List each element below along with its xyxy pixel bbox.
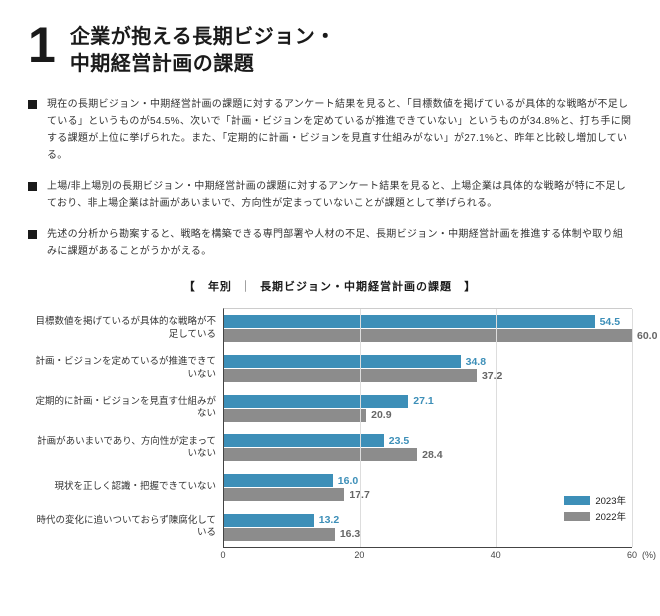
chart-bar-2023: 54.5: [224, 315, 595, 328]
chart-row-label: 計画があいまいであり、方向性が定まっていない: [29, 436, 224, 461]
chart-row: 計画があいまいであり、方向性が定まっていない23.528.4: [29, 428, 632, 468]
chart-title-divider: ｜: [236, 281, 256, 293]
chart-gridline: [632, 309, 633, 547]
chart-row: 定期的に計画・ビジョンを見直す仕組みがない27.120.9: [29, 388, 632, 428]
chart-bar-2022: 20.9: [224, 409, 366, 422]
chart-x-unit: (%): [642, 550, 656, 560]
chart-xtick: 0: [220, 550, 225, 560]
bullet-list: 現在の長期ビジョン・中期経営計画の課題に対するアンケート結果を見ると、「目標数値…: [28, 96, 632, 260]
chart-bar-value: 17.7: [344, 489, 369, 501]
chart-title-year: 年別: [208, 281, 232, 293]
bullet-text: 現在の長期ビジョン・中期経営計画の課題に対するアンケート結果を見ると、「目標数値…: [47, 96, 632, 164]
chart-xtick: 40: [491, 550, 501, 560]
chart-bar-2022: 16.3: [224, 528, 335, 541]
chart-bar-value: 37.2: [477, 370, 502, 382]
chart-bar-value: 54.5: [595, 316, 620, 328]
legend-item: 2023年: [564, 493, 626, 507]
chart-bar-2023: 34.8: [224, 355, 461, 368]
chart-bar-2023: 27.1: [224, 395, 408, 408]
section-header: 1 企業が抱える長期ビジョン・ 中期経営計画の課題: [28, 20, 632, 78]
chart-row: 計画・ビジョンを定めているが推進できていない34.837.2: [29, 349, 632, 389]
bullet-square-icon: [28, 230, 37, 239]
chart-title-main: 長期ビジョン・中期経営計画の課題: [260, 281, 452, 293]
chart-row-label: 計画・ビジョンを定めているが推進できていない: [29, 356, 224, 381]
legend-label: 2023年: [595, 493, 626, 507]
legend-swatch: [564, 512, 590, 521]
chart-bar-2022: 37.2: [224, 369, 477, 382]
legend-swatch: [564, 496, 590, 505]
chart-title-bracket-l: 【: [184, 281, 196, 293]
chart-row-bars: 54.560.0: [224, 309, 632, 349]
chart-bar-2022: 60.0: [224, 329, 632, 342]
chart-row: 現状を正しく認識・把握できていない16.017.7: [29, 468, 632, 508]
chart-bar-value: 20.9: [366, 409, 391, 421]
chart-bar-2023: 16.0: [224, 474, 333, 487]
chart-row: 目標数値を掲げているが具体的な戦略が不足している54.560.0: [29, 309, 632, 349]
chart-bar-value: 23.5: [384, 435, 409, 447]
chart-rows: 目標数値を掲げているが具体的な戦略が不足している54.560.0計画・ビジョンを…: [29, 309, 632, 547]
chart-bar-value: 28.4: [417, 449, 442, 461]
chart-xtick: 20: [354, 550, 364, 560]
chart-row-label: 時代の変化に追いついておらず陳腐化している: [29, 515, 224, 540]
chart-bar-value: 27.1: [408, 395, 433, 407]
chart-row: 時代の変化に追いついておらず陳腐化している13.216.3: [29, 507, 632, 547]
chart-row-bars: 23.528.4: [224, 428, 632, 468]
chart-bar-2023: 13.2: [224, 514, 314, 527]
bullet-item: 上場/非上場別の長期ビジョン・中期経営計画の課題に対するアンケート結果を見ると、…: [28, 178, 632, 212]
chart-row-label: 目標数値を掲げているが具体的な戦略が不足している: [29, 316, 224, 341]
chart-legend: 2023年 2022年: [564, 491, 626, 523]
bullet-square-icon: [28, 182, 37, 191]
chart-x-axis: 0204060(%): [223, 548, 632, 566]
title-line-1: 企業が抱える長期ビジョン・: [70, 24, 336, 51]
chart-plot-area: 目標数値を掲げているが具体的な戦略が不足している54.560.0計画・ビジョンを…: [223, 308, 632, 548]
bullet-item: 現在の長期ビジョン・中期経営計画の課題に対するアンケート結果を見ると、「目標数値…: [28, 96, 632, 164]
chart-bar-value: 16.3: [335, 528, 360, 540]
chart-bar-value: 60.0: [632, 330, 657, 342]
bullet-text: 先述の分析から勘案すると、戦略を構築できる専門部署や人材の不足、長期ビジョン・中…: [47, 226, 632, 260]
chart-bar-2022: 28.4: [224, 448, 417, 461]
bullet-item: 先述の分析から勘案すると、戦略を構築できる専門部署や人材の不足、長期ビジョン・中…: [28, 226, 632, 260]
chart-title-bracket-r: 】: [464, 281, 476, 293]
title-line-2: 中期経営計画の課題: [70, 51, 336, 78]
bullet-square-icon: [28, 100, 37, 109]
section-number: 1: [28, 20, 56, 70]
bullet-text: 上場/非上場別の長期ビジョン・中期経営計画の課題に対するアンケート結果を見ると、…: [47, 178, 632, 212]
chart-bar-2022: 17.7: [224, 488, 344, 501]
chart-row-label: 現状を正しく認識・把握できていない: [29, 481, 224, 493]
legend-item: 2022年: [564, 509, 626, 523]
chart-row-label: 定期的に計画・ビジョンを見直す仕組みがない: [29, 396, 224, 421]
chart-xtick: 60: [627, 550, 637, 560]
chart-gridline: [360, 309, 361, 547]
chart-gridline: [496, 309, 497, 547]
chart-row-bars: 27.120.9: [224, 388, 632, 428]
chart-bar-value: 13.2: [314, 514, 339, 526]
chart: 目標数値を掲げているが具体的な戦略が不足している54.560.0計画・ビジョンを…: [28, 308, 632, 566]
chart-bar-value: 16.0: [333, 475, 358, 487]
chart-title: 【 年別 ｜ 長期ビジョン・中期経営計画の課題 】: [28, 278, 632, 294]
legend-label: 2022年: [595, 509, 626, 523]
section-titles: 企業が抱える長期ビジョン・ 中期経営計画の課題: [70, 20, 336, 78]
chart-bar-value: 34.8: [461, 356, 486, 368]
chart-row-bars: 34.837.2: [224, 349, 632, 389]
